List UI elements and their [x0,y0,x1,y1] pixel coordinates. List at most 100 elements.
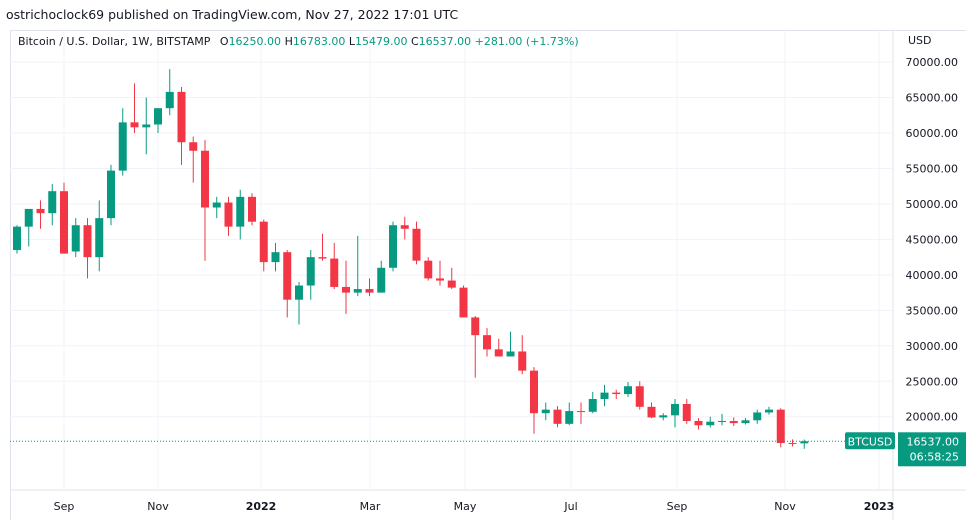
candle-body [13,226,21,251]
candle[interactable] [624,381,632,397]
candle[interactable] [342,260,350,314]
candle[interactable] [635,381,644,410]
candle[interactable] [248,193,256,226]
candle-body [541,409,550,414]
candle[interactable] [95,200,104,272]
candle-body [177,91,186,143]
candle[interactable] [471,316,480,378]
candle[interactable] [389,221,397,272]
candle[interactable] [741,418,750,425]
candle-body [95,218,104,258]
candle[interactable] [142,97,151,155]
candle[interactable] [530,367,538,434]
candle[interactable] [494,338,503,357]
candle[interactable] [447,267,456,290]
candle[interactable] [165,69,174,116]
candle[interactable] [765,406,773,415]
candle[interactable] [353,235,362,297]
candle[interactable] [330,242,339,290]
open-value: 16250.00 [228,35,282,48]
candle[interactable] [283,250,292,318]
candle[interactable] [154,108,162,134]
candle[interactable] [295,281,303,325]
candle[interactable] [271,242,280,272]
candle[interactable] [694,418,703,430]
candle-body [659,415,668,418]
candle[interactable] [541,402,550,421]
candle[interactable] [224,196,233,236]
candle[interactable] [130,83,139,134]
candle[interactable] [600,384,609,407]
candle[interactable] [577,402,585,424]
candle[interactable] [71,218,80,258]
candle[interactable] [400,216,409,240]
candle-body [107,170,115,219]
candle[interactable] [412,221,421,265]
candle-body [600,392,609,400]
candle[interactable] [60,182,68,254]
candle[interactable] [647,402,656,419]
candle-body [248,196,256,222]
low-label: L [348,35,355,48]
candles [13,69,809,449]
candle-body [389,225,397,268]
last-price-value: 16537.00 [907,435,960,448]
candle[interactable] [753,409,762,424]
candle[interactable] [682,399,691,424]
candle[interactable] [776,408,785,448]
price-tick-label: 65000.00 [906,92,959,105]
candle[interactable] [506,331,515,357]
candle[interactable] [436,260,444,286]
candle-body [518,351,527,371]
candle[interactable] [259,219,268,272]
candle-body [318,257,327,259]
candle[interactable] [565,402,574,426]
candle[interactable] [483,328,491,357]
candle[interactable] [671,399,679,428]
candle[interactable] [212,196,221,219]
candle-body [565,411,574,424]
candle[interactable] [83,218,92,279]
candle[interactable] [377,260,386,293]
candle[interactable] [553,406,562,428]
candle[interactable] [36,200,45,229]
candle[interactable] [612,389,621,400]
time-tick-label: Sep [667,500,688,513]
candle[interactable] [177,86,186,165]
candle[interactable] [424,257,433,281]
candle[interactable] [318,233,327,261]
candle[interactable] [236,189,245,240]
candle-body [412,228,421,261]
candle[interactable] [718,413,726,426]
candle[interactable] [706,416,715,428]
candle[interactable] [24,208,33,247]
candle-body [471,317,480,336]
low-value: 15479.00 [354,35,408,48]
candle[interactable] [518,335,527,375]
last-price-marker: BTCUSD 16537.00 06:58:25 [10,432,966,467]
candle[interactable] [13,225,21,254]
candle-body [165,91,174,109]
candle[interactable] [659,413,668,421]
candle[interactable] [365,278,374,297]
candle-body [259,221,268,263]
candle[interactable] [48,184,57,226]
candle[interactable] [459,285,468,318]
candle-body [201,150,209,208]
candle[interactable] [788,439,797,447]
candle[interactable] [201,140,209,261]
candle[interactable] [118,108,127,176]
candle-body [130,122,139,128]
candle[interactable] [306,250,315,300]
candle-body [224,202,233,227]
candle[interactable] [189,136,198,183]
candle[interactable] [729,417,738,426]
candle[interactable] [107,164,115,226]
last-price-badge [898,432,966,467]
candle-body [671,403,679,416]
candle-body [83,225,92,258]
candle[interactable] [800,439,809,449]
candle[interactable] [588,391,597,414]
candle-body [718,420,726,422]
